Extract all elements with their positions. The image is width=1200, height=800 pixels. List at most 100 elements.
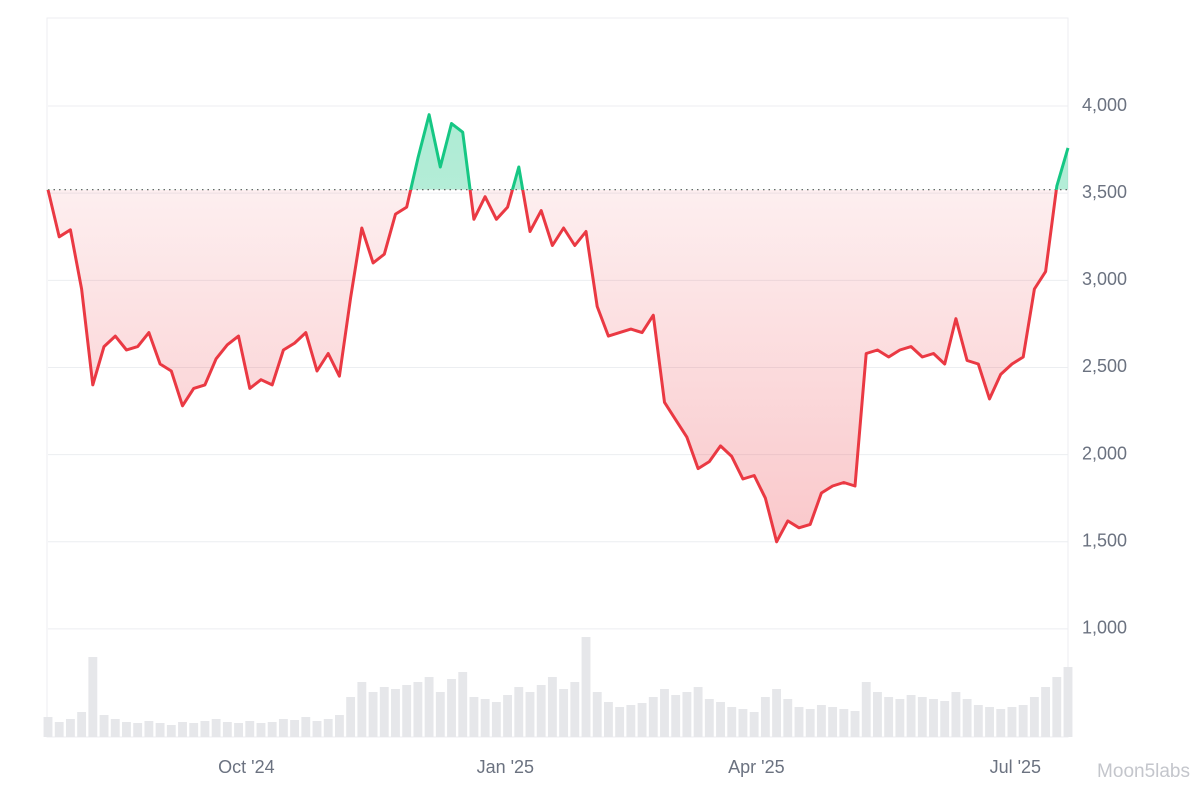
- volume-bar: [973, 705, 983, 737]
- volume-bar: [996, 709, 1006, 737]
- volume-bar: [77, 712, 87, 737]
- y-tick-label: 3,500: [1082, 182, 1127, 202]
- volume-bar: [245, 721, 255, 737]
- volume-bar: [122, 722, 131, 737]
- volume-bar: [749, 712, 759, 737]
- volume-bar: [346, 697, 356, 737]
- volume-bar: [447, 679, 456, 737]
- volume-bar: [200, 721, 210, 737]
- x-tick-label: Oct '24: [218, 757, 274, 777]
- volume-bar: [604, 702, 613, 737]
- volume-bar: [357, 682, 367, 737]
- volume-bar: [413, 682, 423, 737]
- volume-bar: [256, 723, 266, 737]
- y-tick-label: 3,000: [1082, 269, 1127, 289]
- volume-bar: [391, 689, 400, 737]
- volume-bar: [861, 682, 871, 737]
- volume-bar: [65, 719, 75, 737]
- volume-bar: [985, 707, 994, 737]
- volume-bar: [559, 689, 569, 737]
- volume-bar: [323, 719, 333, 737]
- volume-bar: [648, 697, 658, 737]
- volume-bar: [54, 722, 64, 737]
- volume-bar: [178, 722, 187, 737]
- volume-bar: [402, 685, 412, 737]
- volume-bar: [940, 701, 950, 737]
- y-tick-label: 2,500: [1082, 356, 1127, 376]
- volume-bar: [312, 721, 322, 737]
- volume-bar: [704, 699, 714, 737]
- volume-bar: [727, 707, 737, 737]
- volume-bar: [133, 723, 143, 737]
- volume-bar: [951, 692, 961, 737]
- volume-bar: [637, 703, 647, 737]
- volume-bar: [962, 699, 972, 737]
- volume-bar: [189, 723, 199, 737]
- volume-bar: [1029, 697, 1039, 737]
- volume-bar: [480, 699, 490, 737]
- volume-bar: [43, 717, 53, 737]
- volume-bar: [1052, 677, 1062, 737]
- volume-bar: [828, 707, 838, 737]
- volume-bar: [570, 682, 580, 737]
- volume-bar: [334, 715, 344, 737]
- volume-bar: [166, 725, 176, 737]
- volume-bar: [88, 657, 98, 737]
- plot-frame: [46, 17, 1069, 738]
- volume-bar: [895, 699, 905, 737]
- volume-bar: [805, 709, 815, 737]
- volume-bar: [850, 711, 860, 737]
- watermark: Moon5labs: [1097, 761, 1190, 782]
- volume-bar: [379, 687, 389, 737]
- volume-bar: [660, 689, 669, 737]
- volume-bar: [267, 722, 277, 737]
- volume-bar: [491, 702, 501, 737]
- volume-bar: [110, 719, 120, 737]
- volume-bar: [772, 689, 782, 737]
- volume-bar: [929, 699, 938, 737]
- volume-bar: [671, 695, 681, 737]
- price-line-down: [46, 189, 1058, 544]
- volume-bar: [682, 692, 692, 737]
- volume-bar: [424, 677, 434, 737]
- volume-bar: [1041, 687, 1051, 737]
- x-tick-label: Jul '25: [990, 757, 1041, 777]
- volume-bar: [884, 697, 894, 737]
- volume-bar: [536, 685, 546, 737]
- volume-bar: [503, 695, 512, 737]
- volume-bar: [278, 719, 288, 737]
- volume-bar: [234, 723, 243, 737]
- volume-bar: [99, 715, 109, 737]
- volume-bar: [469, 697, 479, 737]
- volume-bar: [211, 719, 221, 737]
- volume-bar: [615, 707, 625, 737]
- volume-bar: [626, 705, 636, 737]
- volume-bar: [222, 722, 232, 737]
- volume-bar: [816, 705, 826, 737]
- volume-bar: [1018, 705, 1028, 737]
- area-below: [48, 189, 1057, 542]
- volume-bar: [592, 692, 602, 737]
- volume-bar: [144, 721, 154, 737]
- volume-bar: [873, 692, 882, 737]
- volume-bar: [794, 707, 804, 737]
- volume-bar: [368, 692, 378, 737]
- volume-bar: [716, 702, 725, 737]
- y-tick-label: 1,000: [1082, 618, 1127, 638]
- y-tick-label: 4,000: [1082, 95, 1127, 115]
- y-tick-label: 1,500: [1082, 531, 1127, 551]
- volume-bar: [581, 637, 591, 737]
- volume-bar: [783, 699, 793, 737]
- volume-bar: [435, 692, 445, 737]
- volume-bar: [458, 672, 468, 737]
- volume-bar: [738, 709, 748, 737]
- volume-bar: [906, 695, 916, 737]
- volume-bar: [525, 692, 535, 737]
- volume-bar: [917, 697, 927, 737]
- volume-bar: [839, 709, 849, 737]
- volume-bar: [1007, 707, 1017, 737]
- x-tick-label: Jan '25: [477, 757, 534, 777]
- volume-bar: [301, 717, 311, 737]
- volume-bar: [155, 723, 165, 737]
